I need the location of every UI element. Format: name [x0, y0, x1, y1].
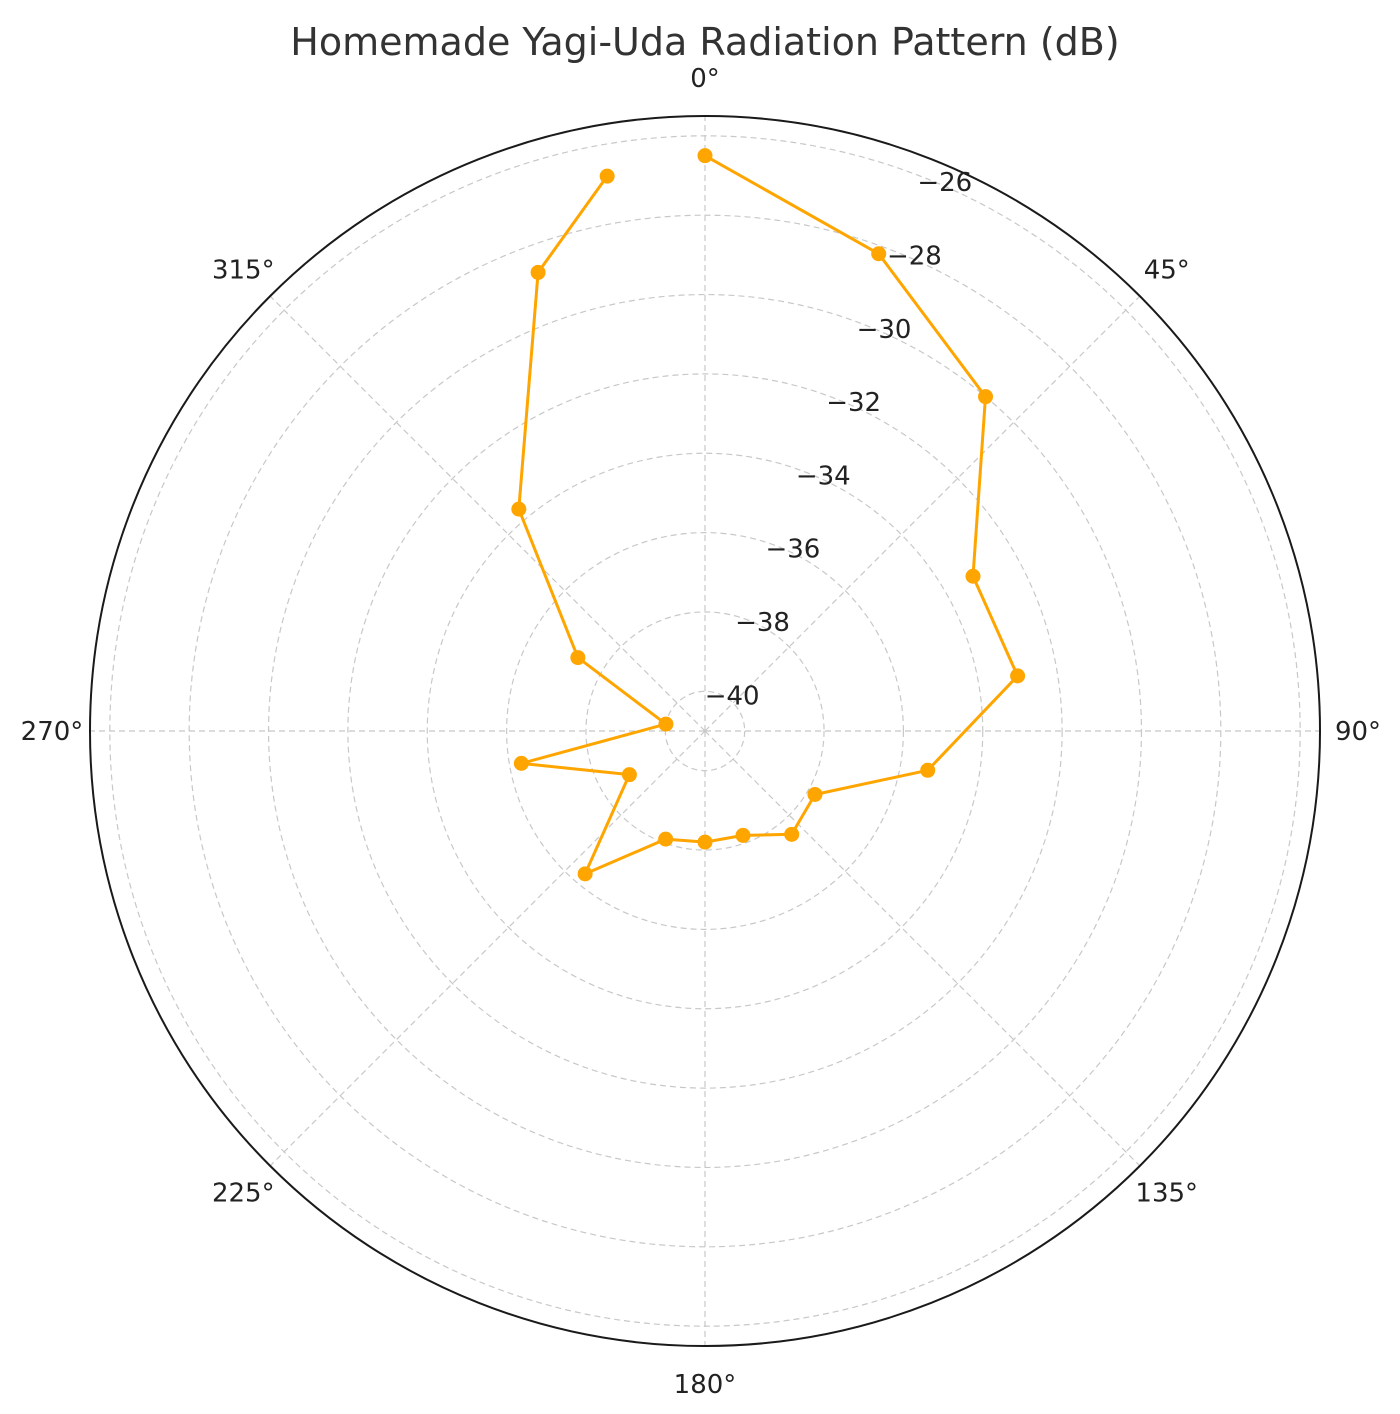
theta-tick-label: 270° — [21, 717, 84, 747]
theta-tick-label: 225° — [212, 1179, 275, 1209]
data-point — [1010, 668, 1026, 684]
r-tick-label: −38 — [735, 608, 790, 638]
data-point — [621, 767, 637, 783]
r-tick-label: −36 — [765, 535, 820, 565]
r-grid-circle — [585, 611, 825, 851]
data-point — [871, 246, 887, 262]
theta-grid-line — [704, 730, 1141, 1167]
data-point — [658, 716, 674, 732]
data-point — [697, 834, 713, 850]
r-tick-label: −26 — [917, 168, 972, 198]
data-point — [599, 168, 615, 184]
theta-tick-label: 0° — [690, 64, 720, 94]
r-tick-label: −30 — [857, 315, 912, 345]
series-line — [517, 154, 1020, 876]
data-point — [807, 786, 823, 802]
data-point — [530, 264, 546, 280]
r-grid-circle — [267, 293, 1143, 1169]
data-point — [920, 762, 936, 778]
theta-tick-label: 180° — [674, 1370, 737, 1400]
data-point — [978, 389, 994, 405]
r-tick-label: −40 — [705, 681, 760, 711]
data-point — [784, 826, 800, 842]
data-point — [570, 650, 586, 666]
theta-grid-line — [269, 295, 706, 732]
data-point — [697, 148, 713, 164]
r-grid-circle — [506, 532, 904, 930]
tick-labels: 0° 45° 90° 135° 180° 225° 270° 315° −40 −38 −36 −34… — [21, 64, 1381, 1400]
data-point — [577, 866, 593, 882]
data-point — [658, 831, 674, 847]
data-point — [511, 501, 527, 517]
chart-title: Homemade Yagi-Uda Radiation Pattern (dB) — [290, 20, 1119, 64]
theta-tick-label: 135° — [1135, 1179, 1198, 1209]
r-grid-circle — [426, 452, 984, 1010]
r-tick-label: −34 — [796, 461, 851, 491]
theta-grid-line — [704, 295, 1141, 732]
theta-tick-label: 90° — [1335, 717, 1381, 747]
theta-grid-line — [269, 730, 706, 1167]
series-layer — [511, 148, 1026, 882]
data-point — [513, 755, 529, 771]
data-point — [735, 827, 751, 843]
theta-tick-label: 45° — [1144, 255, 1190, 285]
r-grid-circle — [347, 373, 1063, 1089]
r-tick-label: −32 — [826, 388, 881, 418]
polar-grid — [90, 116, 1320, 1346]
data-point — [965, 568, 981, 584]
theta-tick-label: 315° — [212, 255, 275, 285]
r-tick-label: −28 — [887, 241, 942, 271]
polar-frame — [89, 115, 1321, 1347]
